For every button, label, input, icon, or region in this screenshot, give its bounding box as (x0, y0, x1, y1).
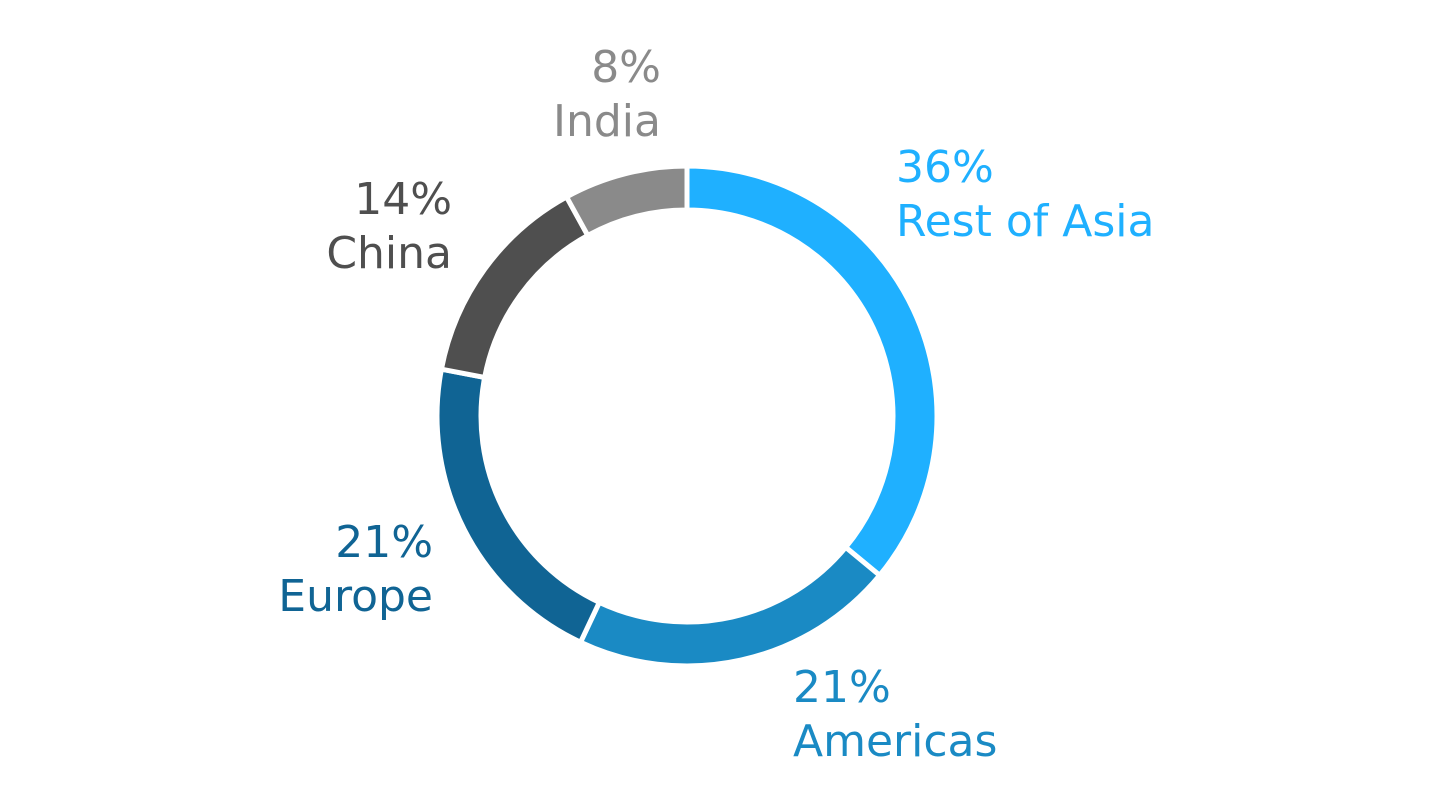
category-label: Europe (278, 571, 433, 622)
value-label: 8% (591, 42, 661, 93)
donut-slice (563, 163, 690, 239)
value-label: 21% (335, 517, 433, 568)
donut-slice (434, 366, 603, 646)
category-label: Rest of Asia (896, 196, 1154, 247)
category-label: Americas (793, 716, 997, 767)
value-label: 36% (896, 142, 994, 193)
donut-slice (577, 543, 884, 669)
value-label: 14% (354, 174, 452, 225)
category-label: India (553, 96, 661, 147)
value-label: 21% (793, 662, 891, 713)
category-label: China (326, 228, 452, 279)
donut-slice (438, 193, 592, 381)
